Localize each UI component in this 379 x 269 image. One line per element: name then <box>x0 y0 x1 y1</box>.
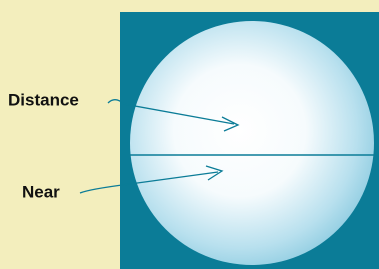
lens <box>130 21 374 265</box>
page: Distance Near (() => { const data = JSON… <box>0 0 379 269</box>
diagram: Distance Near <box>0 0 379 269</box>
near-label: Near <box>22 182 60 201</box>
distance-label: Distance <box>8 90 79 109</box>
